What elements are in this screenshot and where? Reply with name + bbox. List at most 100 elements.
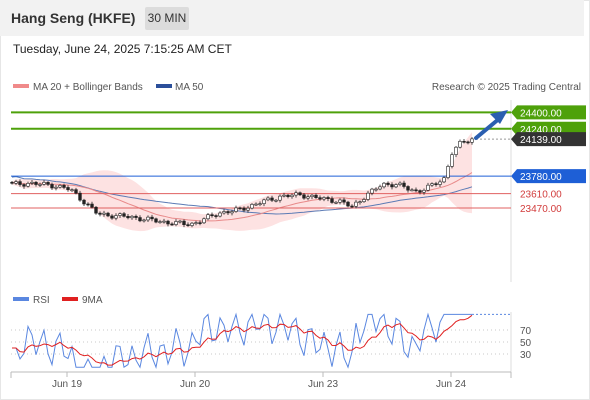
candle (174, 219, 178, 227)
candle (378, 184, 382, 191)
candle (94, 206, 98, 215)
candle (298, 191, 302, 197)
candle (262, 198, 266, 207)
candle (390, 182, 394, 190)
candle (86, 202, 90, 207)
candle (350, 204, 354, 209)
candle (454, 145, 458, 158)
candle (462, 139, 466, 144)
candle (62, 183, 66, 190)
candle (138, 215, 142, 223)
candle (58, 184, 62, 189)
candle (194, 220, 198, 226)
candle (42, 180, 46, 186)
candle (318, 195, 322, 201)
candle (346, 200, 350, 208)
rsi-legend-label: RSI (33, 295, 50, 306)
candle (222, 209, 226, 215)
candle (382, 181, 386, 189)
ma9-legend-swatch (62, 297, 78, 301)
level-tag-pivot (511, 169, 586, 184)
candlesticks (10, 137, 474, 228)
candle (198, 220, 202, 226)
candle (214, 214, 218, 219)
chart-header: Hang Seng (HKFE) 30 MIN (0, 0, 584, 36)
candle (118, 212, 122, 219)
candle (50, 182, 54, 191)
candle (366, 190, 370, 202)
candle (162, 218, 166, 224)
candle (74, 187, 78, 195)
rsi-level-label: 30 (520, 350, 532, 361)
candle (230, 209, 234, 216)
x-tick-label: Jun 19 (52, 379, 82, 390)
rsi-line (12, 312, 472, 369)
candle (26, 181, 30, 188)
candle (134, 214, 138, 221)
rsi-ma-line (12, 314, 473, 366)
ma50-legend-swatch (156, 84, 172, 88)
candle (286, 193, 290, 199)
candle (34, 181, 38, 187)
candle (122, 211, 126, 218)
candle (470, 137, 474, 145)
candle (290, 193, 294, 199)
candle (374, 187, 378, 192)
ma20-legend-label: MA 20 + Bollinger Bands (33, 82, 143, 93)
candle (394, 183, 398, 189)
candle (362, 197, 366, 203)
candle (430, 182, 434, 187)
candle (310, 193, 314, 200)
rsi-level-label: 70 (520, 326, 532, 337)
candle (190, 221, 194, 228)
instrument-title: Hang Seng (HKFE) (11, 10, 136, 26)
candle (166, 219, 170, 227)
candle (22, 183, 26, 189)
ma20-legend-swatch (13, 84, 29, 88)
candle (450, 152, 454, 169)
candle (338, 198, 342, 205)
level-label: 24139.00 (520, 135, 562, 146)
candle (306, 194, 310, 201)
candle (458, 139, 462, 149)
candle (278, 194, 282, 203)
candle (434, 181, 438, 187)
candle (78, 190, 82, 202)
candle (206, 212, 210, 221)
datetime-label: Tuesday, June 24, 2025 7:15:25 AM CET (13, 42, 232, 56)
candle (30, 180, 34, 186)
candle (210, 212, 214, 218)
candle (98, 211, 102, 217)
candle (70, 188, 74, 193)
level-tag-last (511, 132, 586, 147)
candle (294, 190, 298, 198)
candle (146, 215, 150, 223)
candle (442, 176, 446, 184)
level-label: 23610.00 (520, 190, 562, 201)
level-label: 23780.00 (520, 172, 562, 183)
candle (386, 181, 390, 187)
candle (422, 188, 426, 195)
candle (106, 211, 110, 218)
x-tick-label: Jun 20 (180, 379, 210, 390)
timeframe-button[interactable]: 30 MIN (145, 7, 189, 30)
candle (246, 205, 250, 213)
candle (406, 185, 410, 193)
candle (170, 222, 174, 226)
candle (266, 196, 270, 202)
candle (90, 201, 94, 209)
candle (282, 192, 286, 198)
rsi-level-label: 50 (520, 338, 532, 349)
candle (238, 206, 242, 210)
candle (158, 219, 162, 224)
ma20-line (11, 172, 473, 222)
candle (258, 201, 262, 207)
candle (182, 219, 186, 228)
ma9-legend-label: 9MA (82, 295, 103, 306)
candle (66, 185, 70, 192)
candle (426, 182, 430, 192)
candle (270, 195, 274, 202)
candle (130, 215, 134, 220)
candle (358, 200, 362, 205)
rsi-legend-swatch (13, 297, 29, 301)
